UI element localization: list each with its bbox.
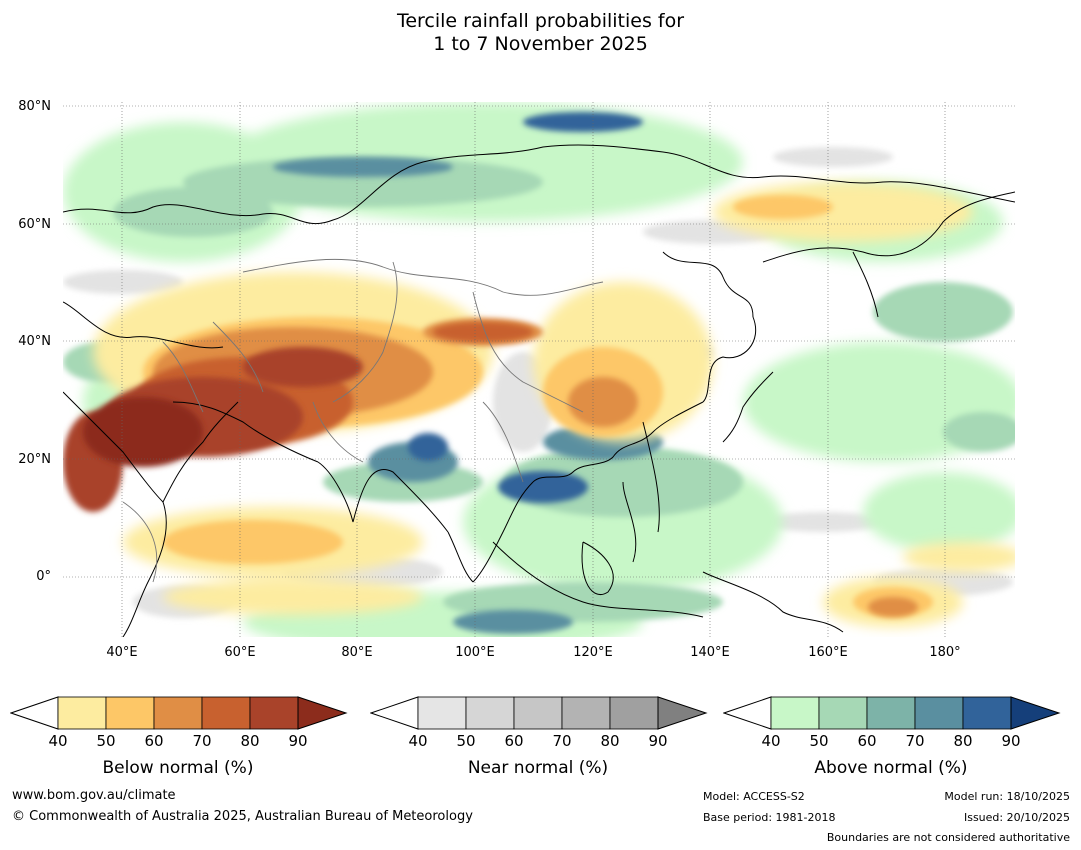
cbar-below-tick: 90: [288, 732, 308, 750]
cbar-above-bin-40-50: [770, 696, 820, 730]
cbar-near-tick: 40: [408, 732, 428, 750]
cbar-below-bin-50-60: [105, 696, 155, 730]
cbar-near-bin-40-50: [417, 696, 467, 730]
lon-label-80e: 80°E: [341, 645, 373, 660]
above-normal-colorbar: [723, 696, 1061, 730]
lon-label-60e: 60°E: [224, 645, 256, 660]
lon-label-140e: 140°E: [690, 645, 730, 660]
copyright-notice: © Commonwealth of Australia 2025, Austra…: [12, 809, 473, 824]
country-boundaries: [122, 258, 604, 583]
lon-label-40e: 40°E: [106, 645, 138, 660]
below-normal-title: Below normal (%): [102, 758, 254, 778]
lat-label-0: 0°: [36, 569, 51, 584]
probability-map: [63, 102, 1015, 637]
below-normal-areas: [63, 182, 1015, 627]
near-normal-title: Near normal (%): [467, 758, 609, 778]
below-normal-colorbar: [10, 696, 348, 730]
above-normal-areas: [63, 102, 1015, 637]
cbar-near-tick: 60: [504, 732, 524, 750]
cbar-above-tick: 60: [857, 732, 877, 750]
cbar-below-tick: 80: [240, 732, 260, 750]
cbar-near-bin-80-90: [609, 696, 659, 730]
lon-label-120e: 120°E: [573, 645, 613, 660]
cbar-below-bin-70-80: [201, 696, 251, 730]
lon-label-160e: 160°E: [808, 645, 848, 660]
cbar-above-tick: 70: [905, 732, 925, 750]
title-line-1: Tercile rainfall probabilities for: [396, 10, 685, 32]
cbar-above-tick: 40: [761, 732, 781, 750]
cbar-above-upper-extend: [1010, 696, 1061, 730]
cbar-below-bin-80-90: [249, 696, 299, 730]
cbar-below-lower-extend: [10, 696, 59, 730]
cbar-above-bin-50-60: [818, 696, 868, 730]
cbar-above-bin-70-80: [914, 696, 964, 730]
model-info: Model: ACCESS-S2: [703, 790, 805, 803]
cbar-above-tick: 80: [953, 732, 973, 750]
cbar-near-lower-extend: [370, 696, 419, 730]
cbar-near-upper-extend: [657, 696, 708, 730]
above-normal-title: Above normal (%): [814, 758, 968, 778]
lat-label-80n: 80°N: [18, 99, 51, 114]
lat-label-20n: 20°N: [18, 452, 51, 467]
cbar-above-tick: 50: [809, 732, 829, 750]
cbar-above-bin-80-90: [962, 696, 1012, 730]
lon-label-100e: 100°E: [455, 645, 495, 660]
cbar-near-bin-50-60: [465, 696, 515, 730]
cbar-below-tick: 40: [48, 732, 68, 750]
cbar-near-tick: 90: [648, 732, 668, 750]
cbar-below-upper-extend: [297, 696, 348, 730]
coastlines: [63, 144, 1015, 637]
chart-title: Tercile rainfall probabilities for 1 to …: [0, 10, 1081, 56]
cbar-below-bin-40-50: [57, 696, 107, 730]
lat-label-40n: 40°N: [18, 334, 51, 349]
gridlines: [63, 102, 1015, 637]
cbar-below-tick: 60: [144, 732, 164, 750]
cbar-near-bin-70-80: [561, 696, 611, 730]
cbar-near-tick: 70: [552, 732, 572, 750]
cbar-near-tick: 50: [456, 732, 476, 750]
cbar-below-tick: 50: [96, 732, 116, 750]
lat-label-60n: 60°N: [18, 217, 51, 232]
boundaries-disclaimer: Boundaries are not considered authoritat…: [826, 831, 1070, 844]
cbar-near-bin-60-70: [513, 696, 563, 730]
map-canvas: [63, 102, 1015, 637]
cbar-below-tick: 70: [192, 732, 212, 750]
website-link[interactable]: www.bom.gov.au/climate: [12, 788, 176, 803]
cbar-above-lower-extend: [723, 696, 772, 730]
base-period-info: Base period: 1981-2018: [703, 811, 836, 824]
near-normal-colorbar: [370, 696, 708, 730]
issued-date: Issued: 20/10/2025: [963, 811, 1070, 824]
cbar-above-bin-60-70: [866, 696, 916, 730]
cbar-above-tick: 90: [1001, 732, 1021, 750]
cbar-near-tick: 80: [600, 732, 620, 750]
cbar-below-bin-60-70: [153, 696, 203, 730]
lon-label-180: 180°: [929, 645, 961, 660]
title-line-2: 1 to 7 November 2025: [433, 33, 648, 55]
model-run-date: Model run: 18/10/2025: [944, 790, 1070, 803]
